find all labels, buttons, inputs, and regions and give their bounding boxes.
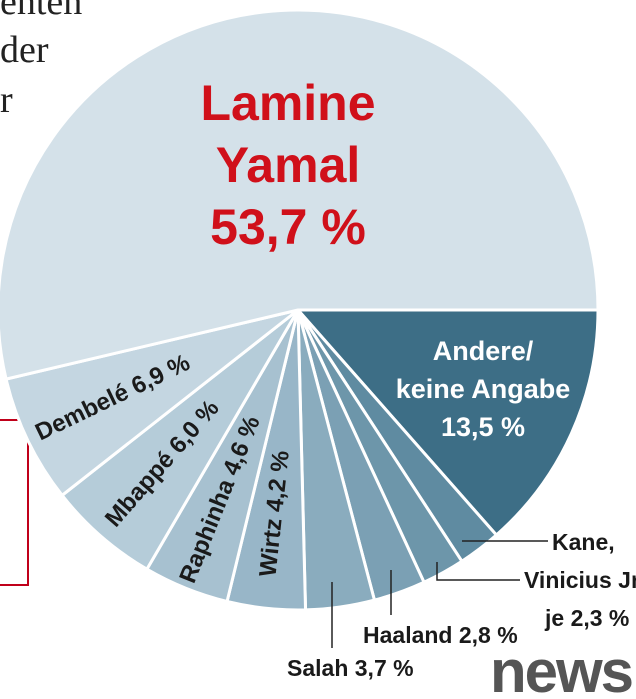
frame-line [0,419,29,586]
slice-label: Lamine Yamal [200,75,375,193]
category-name: Salah [287,655,348,681]
slice-label: Andere/keine Angabe [396,336,571,404]
value-label: 13,5 % [441,412,525,442]
pie: Lamine Yamal 53,7 % Andere/keine Angabe 13,5… [0,8,636,681]
category-name: Haaland [363,622,452,648]
pie-slice [4,308,299,498]
article-text: der [0,29,49,71]
value-label: 2,8 % [452,622,517,648]
pie-slice [294,308,600,538]
slice-label: Salah 3,7 % [287,655,414,681]
label-line: keine Angabe [396,374,571,404]
value-label: 53,7 % [210,199,366,255]
label-line: Andere/ [433,336,534,366]
slice-label: Vinicius Jr. [524,567,636,593]
label-line: Yamal [216,137,361,193]
pie-slice [0,8,600,381]
value-label: 3,7 % [348,655,413,681]
slice-label: Haaland 2,8 % [363,622,518,648]
leader-line [436,562,520,581]
category-name: Wirtz [255,517,288,578]
article-text: r [0,79,13,121]
value-label: je 2,3 % [544,605,629,631]
logo: news [490,638,632,699]
article-text: enten [0,0,82,23]
slice-label: Kane, [552,529,615,555]
label-line: Lamine [200,75,375,131]
